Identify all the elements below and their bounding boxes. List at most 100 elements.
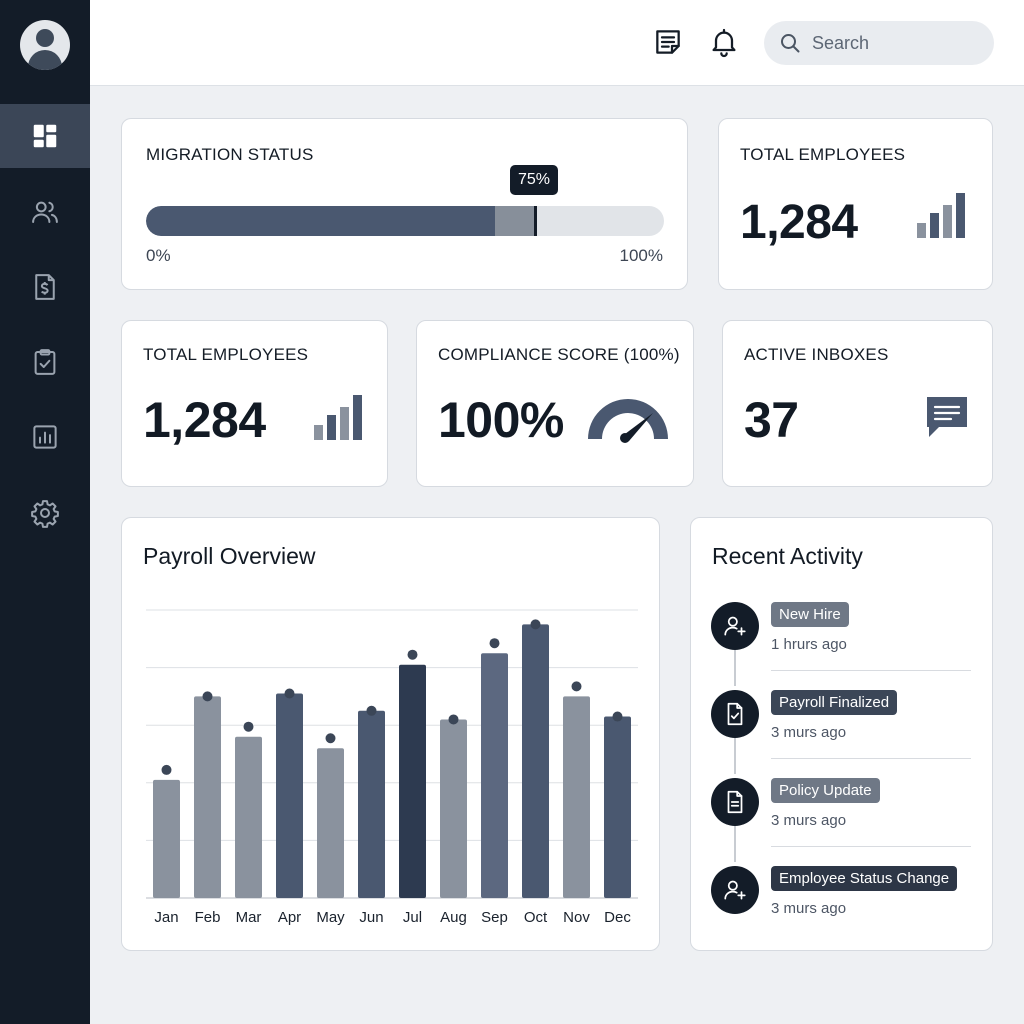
data-point-jun[interactable] (366, 705, 377, 716)
avatar-head (36, 29, 54, 47)
avatar[interactable] (20, 20, 70, 70)
activity-icon-badge (711, 602, 759, 650)
data-point-aug[interactable] (448, 714, 459, 725)
activity-divider (771, 670, 971, 671)
data-point-sep[interactable] (489, 638, 500, 649)
message-icon (927, 397, 967, 437)
activity-time: 3 murs ago (771, 724, 847, 741)
activity-icon-badge (711, 778, 759, 826)
progress-max-label: 100% (619, 246, 663, 265)
sidebar-item-users[interactable] (0, 180, 90, 244)
activity-icon-badge (711, 690, 759, 738)
progress-fill (146, 206, 495, 236)
x-tick-label: Nov (563, 909, 590, 926)
x-tick-label: Oct (524, 909, 548, 926)
activity-tag: Employee Status Change (771, 866, 958, 891)
user-plus-icon (724, 880, 746, 900)
bar-may[interactable] (317, 748, 344, 898)
sidebar-item-dashboard[interactable] (0, 104, 90, 168)
migration-progress-bar (146, 206, 664, 236)
data-point-nov[interactable] (571, 681, 582, 692)
bar-mar[interactable] (235, 736, 262, 898)
bell-icon[interactable] (708, 26, 740, 58)
users-icon (32, 201, 58, 223)
migration-status-label: MIGRATION STATUS (146, 145, 314, 164)
search-input[interactable] (812, 32, 982, 54)
data-point-may[interactable] (325, 733, 336, 744)
activity-time: 3 murs ago (771, 812, 847, 829)
total-employees-card-top: TOTAL EMPLOYEES 1,284 (718, 118, 993, 290)
x-tick-label: Dec (604, 909, 631, 926)
bar-jan[interactable] (153, 779, 180, 898)
sidebar-item-settings[interactable] (0, 481, 90, 545)
sidebar (0, 0, 90, 1024)
total-employees-card: TOTAL EMPLOYEES 1,284 (121, 320, 388, 487)
sidebar-item-payroll[interactable] (0, 255, 90, 319)
data-point-dec[interactable] (612, 711, 623, 722)
total-employees-value: 1,284 (143, 392, 266, 448)
x-tick-label: Mar (236, 909, 262, 926)
x-tick-label: Apr (278, 909, 301, 926)
progress-tooltip: 75% (510, 165, 559, 195)
x-tick-label: May (316, 909, 345, 926)
search-icon (781, 34, 800, 53)
x-tick-label: Aug (440, 909, 467, 926)
migration-status-card: MIGRATION STATUS 75% 0% 100% (121, 118, 688, 290)
bar-chart-icon (917, 193, 965, 238)
bar-oct[interactable] (522, 624, 549, 898)
document-icon (727, 790, 743, 814)
active-inboxes-card: ACTIVE INBOXES 37 (722, 320, 993, 487)
total-employees-label: TOTAL EMPLOYEES (740, 145, 906, 164)
compliance-score-card: COMPLIANCE SCORE (100%) 100% (416, 320, 694, 487)
timeline-connector (734, 650, 736, 686)
timeline-connector (734, 738, 736, 774)
activity-tag: New Hire (771, 602, 849, 627)
settings-icon (31, 500, 59, 528)
document-check-icon (727, 702, 743, 726)
activity-divider (771, 758, 971, 759)
activity-time: 3 murs ago (771, 900, 847, 917)
compliance-score-value: 100% (438, 392, 564, 448)
payroll-bar-chart: Jan Feb Mar Apr May Jun Jul Aug Sep Oct Nov Dec (146, 609, 638, 926)
data-point-mar[interactable] (243, 721, 254, 732)
data-point-feb[interactable] (202, 691, 213, 702)
x-tick-label: Feb (195, 909, 221, 926)
bar-sep[interactable] (481, 653, 508, 898)
compliance-score-label: COMPLIANCE SCORE (100%) (438, 345, 680, 364)
bar-dec[interactable] (604, 716, 631, 898)
activity-tag: Policy Update (771, 778, 880, 803)
bar-nov[interactable] (563, 696, 590, 898)
gauge-icon (588, 399, 668, 443)
data-point-jan[interactable] (161, 764, 172, 775)
data-point-apr[interactable] (284, 688, 295, 699)
active-inboxes-value: 37 (744, 392, 799, 448)
sidebar-item-tasks[interactable] (0, 330, 90, 394)
clipboard-check-icon (34, 349, 56, 375)
progress-marker[interactable] (534, 206, 537, 236)
data-point-jul[interactable] (407, 649, 418, 660)
total-employees-value: 1,284 (740, 196, 858, 249)
bar-jun[interactable] (358, 710, 385, 898)
timeline-connector (734, 826, 736, 862)
total-employees-label: TOTAL EMPLOYEES (143, 345, 309, 364)
payroll-overview-title: Payroll Overview (143, 543, 316, 569)
activity-icon-badge (711, 866, 759, 914)
avatar-body (28, 50, 62, 70)
sidebar-item-reports[interactable] (0, 405, 90, 469)
activity-time: 1 hrurs ago (771, 636, 847, 653)
activity-divider (771, 846, 971, 847)
recent-activity-card: Recent Activity New Hire 1 hrurs ago Pay… (690, 517, 993, 951)
data-point-oct[interactable] (530, 619, 541, 630)
progress-fill-highlight (495, 206, 535, 236)
bar-jul[interactable] (399, 664, 426, 898)
search-bar[interactable] (764, 21, 994, 65)
bar-apr[interactable] (276, 693, 303, 898)
bar-feb[interactable] (194, 696, 221, 898)
top-bar (90, 0, 1024, 86)
reports-icon (33, 425, 57, 449)
x-tick-label: Jan (154, 909, 178, 926)
active-inboxes-label: ACTIVE INBOXES (744, 345, 889, 364)
notes-icon[interactable] (652, 26, 684, 58)
bar-chart-icon (314, 395, 362, 440)
bar-aug[interactable] (440, 719, 467, 898)
